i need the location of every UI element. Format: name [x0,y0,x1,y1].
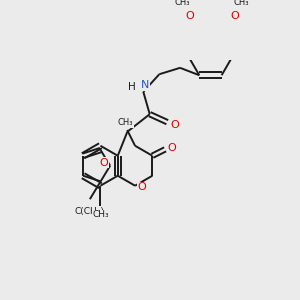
Text: O: O [170,120,179,130]
Text: CH₃: CH₃ [175,0,190,7]
Text: O: O [167,143,176,153]
Text: CH₃: CH₃ [234,0,249,7]
Text: CH₃: CH₃ [118,118,133,127]
Text: O: O [99,158,108,167]
Text: O: O [230,11,239,21]
Text: C(CH₃)₃: C(CH₃)₃ [75,208,108,217]
Text: O: O [137,182,146,192]
Text: N: N [141,80,149,90]
Text: CH₃: CH₃ [92,210,109,219]
Text: H: H [128,82,136,92]
Text: O: O [185,11,194,21]
